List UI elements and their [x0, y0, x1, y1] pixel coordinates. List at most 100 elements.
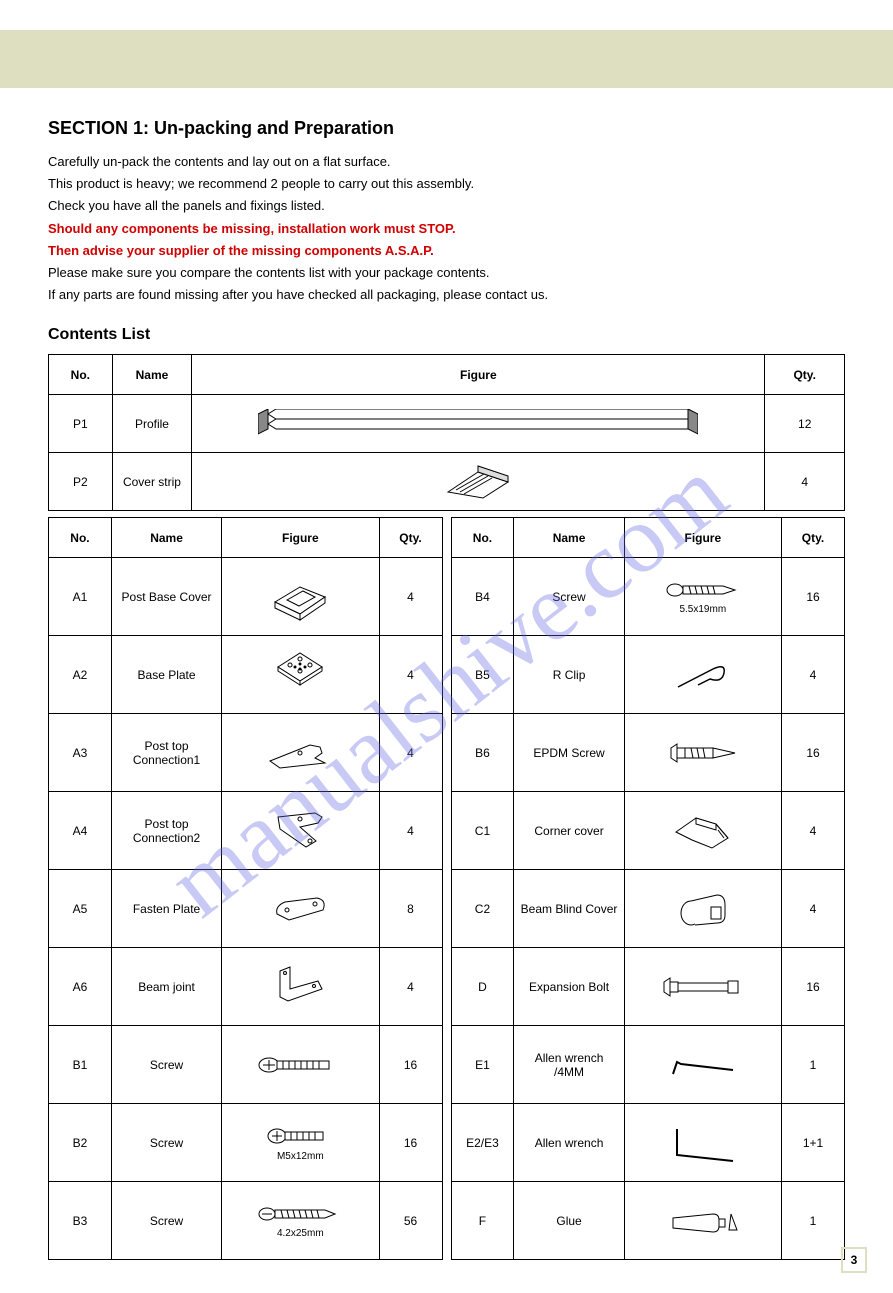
cell-no: C2	[451, 870, 514, 948]
cell-name: Post top Connection1	[111, 714, 221, 792]
screw-42-icon	[255, 1202, 345, 1226]
cell-qty: 12	[765, 395, 845, 453]
dim-label: 5.5x19mm	[679, 604, 726, 615]
glue-icon	[631, 1186, 775, 1255]
fasten-plate-icon	[228, 874, 372, 943]
cell-name: Corner cover	[514, 792, 624, 870]
col-name: Name	[112, 355, 192, 395]
corner-cover-icon	[631, 796, 775, 865]
page-number: 3	[841, 1247, 867, 1273]
cell-figure	[192, 453, 765, 511]
cell-no: C1	[451, 792, 514, 870]
cell-figure	[624, 948, 781, 1026]
cell-figure	[624, 636, 781, 714]
cell-figure: 5.5x19mm	[624, 558, 781, 636]
allen4-icon	[631, 1030, 775, 1099]
screw-m5-icon	[265, 1123, 335, 1149]
cell-qty: 4	[782, 792, 845, 870]
cell-name: Expansion Bolt	[514, 948, 624, 1026]
cell-figure	[624, 1182, 781, 1260]
intro-warn: Should any components be missing, instal…	[48, 220, 845, 238]
cell-qty: 4	[379, 714, 442, 792]
cell-qty: 16	[379, 1104, 442, 1182]
col-qty: Qty.	[379, 518, 442, 558]
cell-qty: 4	[379, 948, 442, 1026]
r-clip-icon	[631, 640, 775, 709]
table-row: B2 Screw M5x12mm 16	[49, 1104, 443, 1182]
cell-figure	[222, 948, 379, 1026]
cell-qty: 4	[379, 558, 442, 636]
intro-warn: Then advise your supplier of the missing…	[48, 242, 845, 260]
right-parts-table: No. Name Figure Qty. B4 Screw 5.5x19mm	[451, 517, 846, 1260]
cell-no: F	[451, 1182, 514, 1260]
cell-qty: 16	[782, 558, 845, 636]
base-plate-icon	[228, 640, 372, 709]
cell-figure	[222, 558, 379, 636]
col-no: No.	[49, 355, 113, 395]
col-figure: Figure	[624, 518, 781, 558]
allen-L-icon	[631, 1108, 775, 1177]
table-row: A4 Post top Connection2 4	[49, 792, 443, 870]
table-row: E2/E3 Allen wrench 1+1	[451, 1104, 845, 1182]
col-figure: Figure	[222, 518, 379, 558]
cell-figure	[624, 1104, 781, 1182]
col-qty: Qty.	[765, 355, 845, 395]
cell-qty: 8	[379, 870, 442, 948]
cell-qty: 1	[782, 1182, 845, 1260]
cell-name: Allen wrench	[514, 1104, 624, 1182]
dim-label: 4.2x25mm	[277, 1228, 324, 1239]
col-no: No.	[451, 518, 514, 558]
cell-figure	[624, 792, 781, 870]
table-row: P2 Cover strip 4	[49, 453, 845, 511]
cell-qty: 56	[379, 1182, 442, 1260]
cell-qty: 4	[379, 636, 442, 714]
top-conn2-icon	[228, 796, 372, 865]
cell-no: D	[451, 948, 514, 1026]
cell-no: B1	[49, 1026, 112, 1104]
table-row: B6 EPDM Screw 16	[451, 714, 845, 792]
cell-no: A3	[49, 714, 112, 792]
cell-name: Profile	[112, 395, 192, 453]
wide-parts-table: No. Name Figure Qty. P1 Profile	[48, 354, 845, 511]
cell-no: A5	[49, 870, 112, 948]
cell-figure: M5x12mm	[222, 1104, 379, 1182]
table-row: F Glue 1	[451, 1182, 845, 1260]
blind-cover-icon	[631, 874, 775, 943]
cell-qty: 1	[782, 1026, 845, 1104]
cell-no: A4	[49, 792, 112, 870]
col-no: No.	[49, 518, 112, 558]
table-row: C2 Beam Blind Cover 4	[451, 870, 845, 948]
cell-no: B6	[451, 714, 514, 792]
cell-figure	[624, 714, 781, 792]
section-title: SECTION 1: Un-packing and Preparation	[48, 118, 845, 139]
intro-line: Please make sure you compare the content…	[48, 264, 845, 282]
cell-qty: 4	[782, 870, 845, 948]
intro-line: Check you have all the panels and fixing…	[48, 197, 845, 215]
col-name: Name	[514, 518, 624, 558]
epdm-screw-icon	[631, 718, 775, 787]
table-row: P1 Profile 12	[49, 395, 845, 453]
base-cover-icon	[228, 562, 372, 631]
cell-figure	[222, 792, 379, 870]
screw-55-icon	[663, 578, 743, 602]
cell-qty: 4	[782, 636, 845, 714]
cell-figure	[222, 636, 379, 714]
cell-name: Beam joint	[111, 948, 221, 1026]
dim-label: M5x12mm	[277, 1151, 324, 1162]
cell-figure	[624, 870, 781, 948]
col-name: Name	[111, 518, 221, 558]
cell-no: E2/E3	[451, 1104, 514, 1182]
cell-name: Screw	[514, 558, 624, 636]
col-qty: Qty.	[782, 518, 845, 558]
cell-name: EPDM Screw	[514, 714, 624, 792]
cell-no: B3	[49, 1182, 112, 1260]
cell-name: Post top Connection2	[111, 792, 221, 870]
table-row: A1 Post Base Cover 4	[49, 558, 443, 636]
cell-name: Cover strip	[112, 453, 192, 511]
cell-name: Allen wrench /4MM	[514, 1026, 624, 1104]
cell-no: A2	[49, 636, 112, 714]
table-row: D Expansion Bolt 16	[451, 948, 845, 1026]
cell-figure	[222, 714, 379, 792]
expansion-bolt-icon	[631, 952, 775, 1021]
cell-no: B2	[49, 1104, 112, 1182]
